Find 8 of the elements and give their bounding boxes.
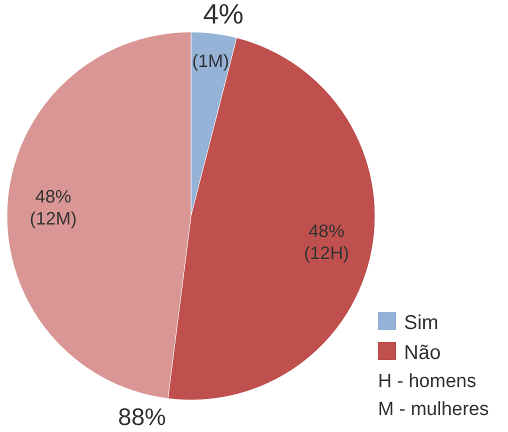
text: 88% bbox=[118, 404, 166, 431]
data-label: 48% (12M) bbox=[30, 186, 77, 228]
legend-label: Não bbox=[404, 342, 441, 364]
data-label: 48% (12H) bbox=[304, 220, 350, 263]
text: M - mulheres bbox=[378, 399, 489, 420]
data-label: 4% (1M) bbox=[192, 0, 244, 71]
legend-label: Sim bbox=[404, 312, 438, 334]
text: H - homens bbox=[378, 371, 476, 392]
